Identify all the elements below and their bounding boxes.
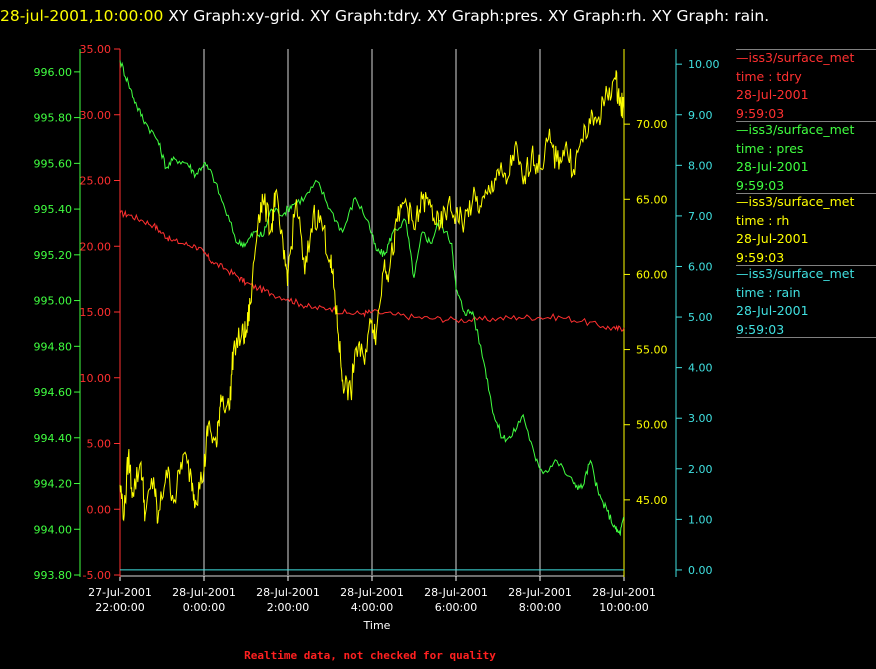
- rain-tick-label: 8.00: [688, 159, 713, 172]
- legend-var: time : tdry: [736, 68, 802, 84]
- series-lines: [119, 60, 625, 571]
- x-tick-label-time: 6:00:00: [435, 601, 477, 614]
- legend-separator: [736, 337, 876, 338]
- pres-tick-label: 996.00: [34, 66, 73, 79]
- pres-tick-label: 994.20: [34, 478, 73, 491]
- tdry-tick-label: 0.00: [87, 503, 112, 516]
- legend-series: —iss3/surface_met: [736, 50, 855, 65]
- x-tick-label-date: 28-Jul-2001: [424, 586, 488, 599]
- title-text: XY Graph:xy-grid. XY Graph:tdry. XY Grap…: [163, 7, 770, 25]
- pres-tick-label: 995.40: [34, 203, 73, 216]
- series-line-pres: [119, 60, 625, 537]
- tdry-tick-label: 5.00: [87, 438, 112, 451]
- pres-tick-label: 994.80: [34, 340, 73, 353]
- rain-tick-label: 5.00: [688, 311, 713, 324]
- quality-footer: Realtime data, not checked for quality: [244, 649, 496, 662]
- rain-tick-label: 10.00: [688, 58, 720, 71]
- rain-tick-label: 3.00: [688, 412, 713, 425]
- legend-time: 9:59:03: [736, 177, 785, 193]
- legend-var: time : rain: [736, 284, 801, 300]
- legend-series: —iss3/surface_met: [736, 266, 855, 281]
- legend-date: 28-Jul-2001: [736, 303, 809, 318]
- title-timestamp: 28-jul-2001,10:00:00: [0, 7, 164, 25]
- rh-tick-label: 70.00: [636, 118, 668, 131]
- legend-time: 9:59:03: [736, 321, 785, 337]
- legend-separator: [736, 49, 876, 50]
- rh-tick-label: 65.00: [636, 193, 668, 206]
- legend-time: 9:59:03: [736, 105, 785, 121]
- tdry-tick-label: 15.00: [80, 306, 112, 319]
- legend-date: 28-Jul-2001: [736, 159, 809, 174]
- chart-title: 28-jul-2001,10:00:00 XY Graph:xy-grid. X…: [0, 2, 860, 30]
- x-tick-label-date: 27-Jul-2001: [88, 586, 152, 599]
- tdry-tick-label: 10.00: [80, 372, 112, 385]
- pres-tick-label: 994.00: [34, 523, 73, 536]
- rain-tick-label: 4.00: [688, 362, 713, 375]
- pres-tick-label: 995.60: [34, 157, 73, 170]
- legend-series: —iss3/surface_met: [736, 194, 855, 209]
- pres-tick-label: 995.20: [34, 249, 73, 262]
- x-tick-label-date: 28-Jul-2001: [508, 586, 572, 599]
- legend-separator: [736, 265, 876, 266]
- rain-tick-label: 2.00: [688, 463, 713, 476]
- tdry-tick-label: 30.00: [80, 109, 112, 122]
- x-tick-label-date: 28-Jul-2001: [592, 586, 656, 599]
- rh-tick-label: 45.00: [636, 494, 668, 507]
- x-axis-label: Time: [363, 619, 391, 632]
- x-tick-label-time: 4:00:00: [351, 601, 393, 614]
- rain-tick-label: 6.00: [688, 260, 713, 273]
- x-tick-label-time: 8:00:00: [519, 601, 561, 614]
- pres-tick-label: 995.80: [34, 112, 73, 125]
- legend-separator: [736, 193, 876, 194]
- rh-tick-label: 50.00: [636, 419, 668, 432]
- x-tick-label-date: 28-Jul-2001: [172, 586, 236, 599]
- legend-series: —iss3/surface_met: [736, 122, 855, 137]
- pres-tick-label: 993.80: [34, 569, 73, 582]
- legend-var: time : pres: [736, 140, 804, 156]
- x-tick-label-date: 28-Jul-2001: [340, 586, 404, 599]
- rain-tick-label: 0.00: [688, 564, 713, 577]
- axes: 27-Jul-2001 22:00:00 28-Jul-2001 0:00:00 28-…: [34, 43, 720, 614]
- rain-tick-label: 1.00: [688, 513, 713, 526]
- rain-tick-label: 9.00: [688, 109, 713, 122]
- tdry-tick-label: 20.00: [80, 240, 112, 253]
- rain-tick-label: 7.00: [688, 210, 713, 223]
- series-line-rh: [119, 70, 625, 524]
- x-tick-label-time: 10:00:00: [599, 601, 648, 614]
- tdry-tick-label: -5.00: [83, 569, 111, 582]
- legend-separator: [736, 121, 876, 122]
- tdry-tick-label: 35.00: [80, 43, 112, 56]
- legend-var: time : rh: [736, 212, 790, 228]
- legend-time: 9:59:03: [736, 249, 785, 265]
- x-tick-label-date: 28-Jul-2001: [256, 586, 320, 599]
- x-tick-label-time: 2:00:00: [267, 601, 309, 614]
- tdry-tick-label: 25.00: [80, 175, 112, 188]
- rh-tick-label: 60.00: [636, 268, 668, 281]
- rh-tick-label: 55.00: [636, 344, 668, 357]
- series-line-tdry: [119, 209, 625, 333]
- pres-tick-label: 994.40: [34, 432, 73, 445]
- legend-date: 28-Jul-2001: [736, 231, 809, 246]
- x-tick-label-time: 22:00:00: [95, 601, 144, 614]
- pres-tick-label: 994.60: [34, 386, 73, 399]
- legend-date: 28-Jul-2001: [736, 87, 809, 102]
- pres-tick-label: 995.00: [34, 295, 73, 308]
- x-tick-label-time: 0:00:00: [183, 601, 225, 614]
